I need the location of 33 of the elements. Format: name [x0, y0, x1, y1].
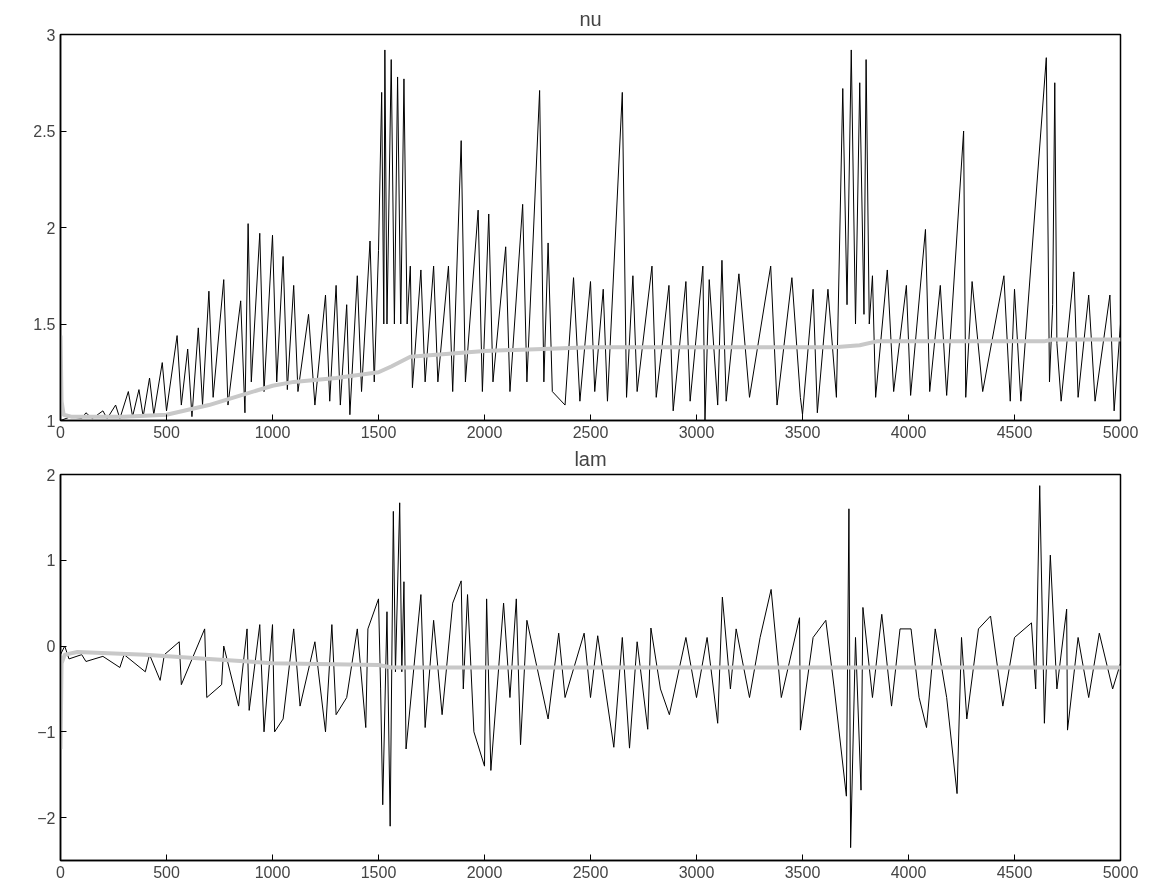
x-tick-label: 2500 — [572, 863, 609, 881]
x-tick-label: 2000 — [466, 423, 503, 441]
y-tick-label: 1 — [46, 552, 56, 570]
x-tick-label: 500 — [153, 863, 180, 881]
y-tick-label: 0 — [46, 638, 56, 656]
chart-title: lam — [574, 447, 607, 470]
x-tick-label: 2500 — [572, 423, 609, 441]
x-tick-label: 3500 — [784, 863, 821, 881]
x-tick-label: 5000 — [1102, 863, 1139, 881]
x-tick-label: 2000 — [466, 863, 503, 881]
chart-title: nu — [579, 7, 602, 30]
x-tick-label: 3000 — [678, 863, 715, 881]
y-tick-label: 2.5 — [33, 123, 56, 140]
x-tick-label: 1500 — [360, 863, 397, 881]
x-tick-label: 4500 — [996, 423, 1033, 441]
x-tick-label: 3500 — [784, 423, 821, 441]
y-tick-label: 1 — [46, 412, 56, 430]
y-tick-label: 2 — [46, 466, 56, 484]
x-tick-label: 4000 — [890, 863, 927, 881]
x-tick-label: 4000 — [890, 423, 927, 441]
x-tick-label: 1500 — [360, 423, 397, 441]
y-tick-label: −1 — [37, 723, 56, 741]
x-tick-label: 4500 — [996, 863, 1033, 881]
y-tick-label: −2 — [37, 809, 56, 827]
x-tick-label: 1000 — [254, 863, 291, 881]
x-tick-label: 500 — [153, 423, 180, 441]
x-tick-label: 3000 — [678, 423, 715, 441]
y-tick-label: 3 — [46, 26, 56, 44]
x-tick-label: 5000 — [1102, 423, 1139, 441]
y-tick-label: 2 — [46, 219, 56, 237]
line-series — [60, 650, 1121, 751]
y-tick-label: 1.5 — [33, 316, 56, 333]
x-tick-label: 1000 — [254, 423, 291, 441]
